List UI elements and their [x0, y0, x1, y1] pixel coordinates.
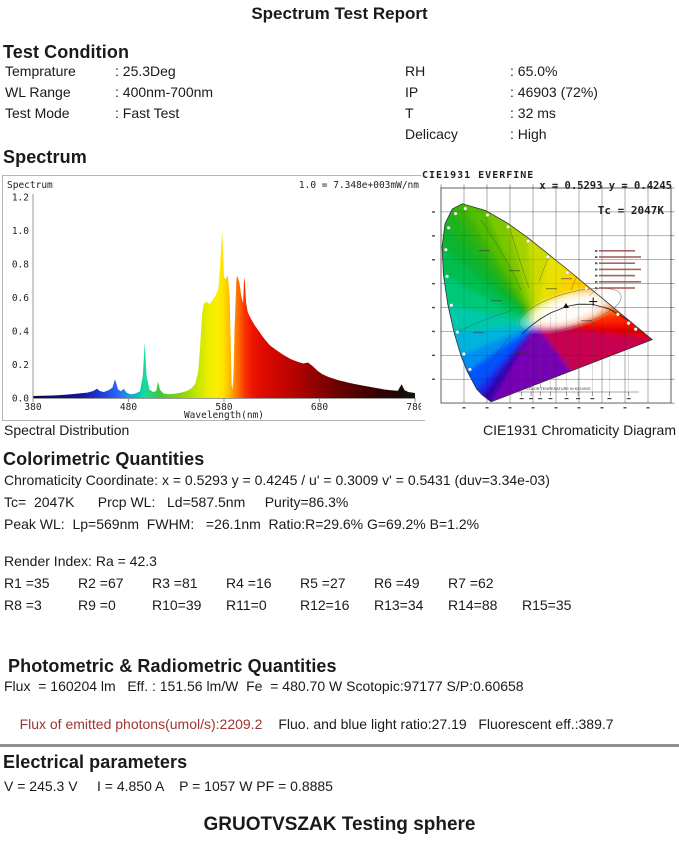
svg-text:COLOR TEMPERATURE IN KELVINS: COLOR TEMPERATURE IN KELVINS [526, 387, 591, 391]
measured-point-marker [589, 297, 598, 306]
section-divider [0, 744, 679, 747]
svg-text:680: 680 [311, 402, 328, 413]
fluo-ratio-text: Fluo. and blue light ratio:27.19 Fluores… [278, 716, 614, 732]
render-index-cell: R7 =62 [448, 575, 494, 591]
render-index-cell: R2 =67 [78, 575, 124, 591]
svg-text:480: 480 [120, 402, 137, 413]
svg-text:Wavelength(nm): Wavelength(nm) [184, 410, 264, 420]
svg-text:1.0: 1.0 [12, 226, 29, 237]
condition-label: T [405, 105, 414, 121]
condition-row: IP : 46903 (72%) [405, 84, 598, 105]
photon-flux-red: Flux of emitted photons(umol/s):2209.2 [19, 716, 263, 732]
render-index-cell: R13=34 [374, 597, 424, 613]
svg-text:0.2: 0.2 [12, 360, 29, 371]
cie1931-chromaticity-chart: COLOR TEMPERATURE IN KELVINS CIE1931 EVER… [421, 170, 679, 420]
condition-value: : 46903 (72%) [510, 84, 598, 100]
svg-text:780: 780 [406, 402, 423, 413]
svg-text:x = 0.5293 y = 0.4245: x = 0.5293 y = 0.4245 [539, 180, 672, 192]
spd-curve [33, 230, 415, 398]
svg-text:1.0 = 7.348e+003mW/nm: 1.0 = 7.348e+003mW/nm [299, 180, 419, 191]
svg-text:CIE1931 EVERFINE: CIE1931 EVERFINE [422, 170, 534, 181]
render-index-cell: R3 =81 [152, 575, 198, 591]
svg-text:Tc = 2047K: Tc = 2047K [598, 204, 665, 217]
test-condition-left-column: Temprature : 25.3Deg WL Range : 400nm-700nm… [5, 63, 213, 126]
svg-text:380: 380 [24, 402, 41, 413]
condition-label: Test Mode [5, 105, 70, 121]
testing-sphere-footer: GRUOTVSZAK Testing sphere [203, 814, 476, 835]
condition-label: Temprature [5, 63, 76, 79]
condition-label: IP [405, 84, 419, 100]
condition-label: Delicacy [405, 126, 458, 142]
chromaticity-coordinate-line: Chromaticity Coordinate: x = 0.5293 y = … [4, 472, 550, 488]
condition-label: WL Range [5, 84, 71, 100]
render-index-cell: R5 =27 [300, 575, 346, 591]
svg-text:0.6: 0.6 [12, 293, 29, 304]
condition-value: : 32 ms [510, 105, 556, 121]
svg-text:0.0: 0.0 [12, 394, 29, 405]
render-index-cell: R4 =16 [226, 575, 272, 591]
condition-value: : 400nm-700nm [115, 84, 214, 100]
render-index-cell: R14=88 [448, 597, 498, 613]
svg-text:0.8: 0.8 [12, 260, 29, 271]
render-index-cell: R8 =3 [4, 597, 42, 613]
condition-row: Temprature : 25.3Deg [5, 63, 213, 84]
render-index-row-1: R1 =35 R2 =67 R3 =81 R4 =16 R5 =27 R6 =49 R7 =… [4, 575, 522, 591]
render-index-row-2: R8 =3 R9 =0 R10=39 R11=0 R12=16 R13=34 R14=88 R… [4, 597, 596, 613]
spectral-distribution-caption: Spectral Distribution [4, 422, 130, 438]
render-index-title: Render Index: Ra = 42.3 [4, 553, 157, 569]
condition-value: : High [510, 126, 547, 142]
test-condition-heading: Test Condition [3, 42, 130, 62]
render-index-cell: R1 =35 [4, 575, 50, 591]
condition-row: Test Mode : Fast Test [5, 105, 213, 126]
render-index-cell: R10=39 [152, 597, 202, 613]
svg-text:0.4: 0.4 [12, 327, 29, 338]
condition-value: : Fast Test [115, 105, 180, 121]
page-title: Spectrum Test Report [251, 4, 428, 23]
condition-label: RH [405, 63, 426, 79]
render-index-cell: R6 =49 [374, 575, 420, 591]
test-condition-right-column: RH : 65.0% IP : 46903 (72%) T : 32 ms Delicacy… [405, 63, 598, 147]
render-index-cell: R15=35 [522, 597, 572, 613]
spectrum-heading: Spectrum [3, 147, 87, 167]
render-index-cell: R11=0 [226, 597, 267, 613]
electrical-values-line: V = 245.3 V I = 4.850 A P = 1057 W PF = … [4, 778, 333, 794]
condition-row: RH : 65.0% [405, 63, 598, 84]
condition-value: : 25.3Deg [115, 63, 176, 79]
cie1931-svg: COLOR TEMPERATURE IN KELVINS CIE1931 EVER… [422, 170, 675, 409]
render-index-cell: R9 =0 [78, 597, 116, 613]
spectral-distribution-chart: 1.2 1.0 0.8 0.6 0.4 0.2 0.0 380 480 580 680 780 Wave… [2, 175, 425, 421]
condition-row: Delicacy : High [405, 126, 598, 147]
condition-row: T : 32 ms [405, 105, 598, 126]
electrical-heading: Electrical parameters [3, 752, 188, 772]
colorimetric-heading: Colorimetric Quantities [3, 449, 205, 469]
tc-prcp-purity-line: Tc= 2047K Prcp WL: Ld=587.5nm Purity=86.… [4, 494, 349, 510]
photon-flux-line: Flux of emitted photons(umol/s):2209.2 Fl… [4, 700, 614, 748]
flux-line: Flux = 160204 lm Eff. : 151.56 lm/W Fe =… [4, 678, 524, 694]
svg-text:1.2: 1.2 [12, 193, 29, 204]
photometric-heading: Photometric & Radiometric Quantities [8, 656, 337, 676]
cie-diagram-caption: CIE1931 Chromaticity Diagram [483, 422, 676, 438]
svg-text:Spectrum: Spectrum [7, 180, 53, 191]
peakwl-fwhm-ratio-line: Peak WL: Lp=569nm FWHM: =26.1nm Ratio:R=… [4, 516, 480, 532]
svg-text:580: 580 [215, 402, 232, 413]
condition-value: : 65.0% [510, 63, 558, 79]
condition-row: WL Range : 400nm-700nm [5, 84, 213, 105]
render-index-cell: R12=16 [300, 597, 350, 613]
cie-horseshoe [442, 203, 653, 402]
